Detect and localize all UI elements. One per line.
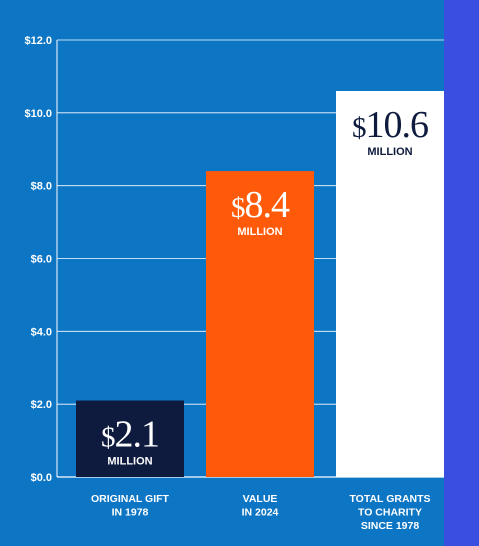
x-category-label: IN 1978 [112,507,149,519]
x-category-label: ORIGINAL GIFT [91,493,170,505]
currency-symbol: $ [231,192,245,224]
currency-symbol: $ [352,112,366,144]
y-tick-label: $2.0 [31,399,52,411]
bar [76,400,184,477]
x-category-label: SINCE 1978 [361,520,420,532]
y-tick-label: $4.0 [31,326,52,338]
bar-value-label: $2.1 [101,414,159,456]
x-category-label: IN 2024 [242,507,279,519]
value-number: 10.6 [366,104,429,146]
bar [336,90,444,477]
y-tick-label: $12.0 [24,35,52,47]
value-number: 2.1 [115,414,160,456]
bar [206,171,314,477]
currency-symbol: $ [101,422,115,454]
bar-value-label: $10.6 [352,104,428,146]
y-tick-label: $8.0 [31,181,52,193]
x-category-label: TOTAL GRANTS [349,493,430,505]
bar-value-label: $8.4 [231,184,290,226]
value-number: 8.4 [245,184,291,226]
x-category-label: VALUE [243,493,278,505]
y-tick-label: $10.0 [24,108,52,120]
x-category-label: TO CHARITY [358,507,422,519]
y-tick-label: $0.0 [31,472,52,484]
y-tick-label: $6.0 [31,254,52,266]
bar-unit-label: MILLION [237,226,282,238]
bar-unit-label: MILLION [107,456,152,468]
bar-unit-label: MILLION [367,146,412,158]
